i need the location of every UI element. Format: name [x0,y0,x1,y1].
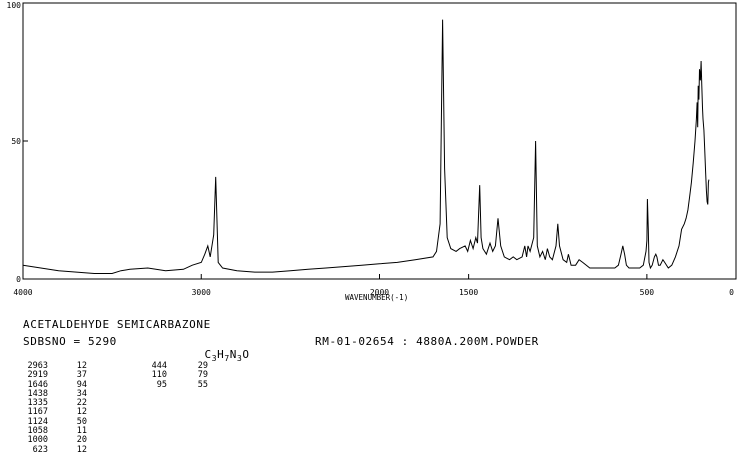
peak-intensity: 50 [76,416,87,427]
compound-title: ACETALDEHYDE SEMICARBAZONE [23,318,211,331]
sample-info: RM-01-02654 : 4880A.200M.POWDER [315,335,539,348]
peak-wavenumber: 110 [151,370,167,381]
x-tick-label: 1500 [459,288,478,297]
peak-intensity: 12 [76,444,87,455]
x-axis-ticks: 4000 3000 2000 1500 500 0 [13,274,737,297]
peak-table-2-wavenumbers: 444 110 95 [140,361,167,390]
peak-intensity: 29 [197,361,208,371]
peak-wavenumber: 1646 [27,379,48,390]
spectrum-line [22,19,710,274]
peak-table-2-intensities: 29 79 55 [192,361,208,390]
x-tick-label: 3000 [192,288,211,297]
peak-wavenumber: 1438 [27,388,48,399]
formula-n-count: 3 [237,354,243,364]
peak-wavenumber: 95 [156,379,167,390]
peak-wavenumber: 1058 [27,426,48,437]
peak-intensity: 55 [197,379,208,390]
peak-wavenumber: 2919 [27,370,48,381]
formula-h-count: 7 [224,354,230,364]
peak-intensity: 94 [76,379,87,390]
peak-intensity: 34 [76,388,87,399]
x-tick-label: 0 [729,288,734,297]
peak-wavenumber: 1167 [27,407,48,418]
formula-o: O [242,348,250,361]
y-tick-label: 50 [11,137,21,146]
peak-intensity: 22 [76,398,87,409]
sdbs-number: SDBSNO = 5290 [23,335,117,348]
formula-c: C [204,348,212,361]
y-tick-label: 0 [16,275,21,284]
peak-wavenumber: 2963 [27,361,48,371]
peak-intensity: 11 [76,426,87,437]
peak-wavenumber: 444 [151,361,167,371]
peak-wavenumber: 1124 [27,416,48,427]
plot-frame [22,2,737,280]
peak-table-1-intensities: 12 37 94 34 22 12 50 11 20 12 [70,361,87,455]
y-axis-ticks: 0 50 100 [7,1,28,284]
y-tick-label: 100 [7,1,22,10]
peak-intensity: 37 [76,370,87,381]
x-axis-label: WAVENUMBER(-1) [345,293,409,302]
peak-intensity: 12 [76,407,87,418]
peak-wavenumber: 1335 [27,398,48,409]
peak-wavenumber: 623 [32,444,48,455]
x-tick-label: 2000 [370,288,389,297]
formula-n: N [229,348,237,361]
peak-intensity: 12 [76,361,87,371]
x-tick-label: 500 [640,288,655,297]
peak-table-1-wavenumbers: 2963 2919 1646 1438 1335 1167 1124 1058 1000 623 [18,361,48,455]
formula-h: H [217,348,225,361]
peak-wavenumber: 1000 [27,435,48,446]
x-tick-label: 4000 [13,288,32,297]
molecular-formula: C3H7N3O [190,335,250,363]
peak-intensity: 20 [76,435,87,446]
formula-c-count: 3 [211,354,218,364]
peak-intensity: 79 [197,370,208,381]
